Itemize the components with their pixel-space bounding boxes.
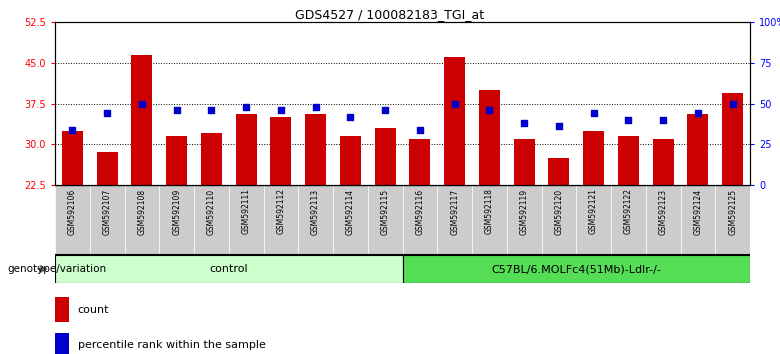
Point: [170, 107, 183, 113]
Bar: [646, 185, 680, 255]
Point: [657, 117, 669, 122]
Text: count: count: [77, 305, 109, 315]
Bar: [410, 139, 431, 185]
Text: GSM592115: GSM592115: [381, 188, 390, 235]
Bar: [438, 185, 472, 255]
Bar: [201, 133, 222, 185]
Point: [275, 107, 287, 113]
Text: GSM592116: GSM592116: [416, 188, 424, 235]
Bar: [541, 185, 576, 255]
Text: C57BL/6.MOLFc4(51Mb)-Ldlr-/-: C57BL/6.MOLFc4(51Mb)-Ldlr-/-: [491, 264, 661, 274]
Bar: [159, 185, 194, 255]
Point: [101, 110, 113, 116]
Text: GSM592111: GSM592111: [242, 188, 250, 234]
Bar: [367, 185, 402, 255]
Text: GSM592117: GSM592117: [450, 188, 459, 235]
Bar: [55, 332, 69, 354]
Bar: [55, 255, 402, 283]
Bar: [715, 185, 750, 255]
Bar: [229, 185, 264, 255]
Point: [483, 107, 495, 113]
Point: [344, 114, 356, 119]
Bar: [479, 90, 500, 185]
Bar: [194, 185, 229, 255]
Text: GSM592121: GSM592121: [589, 188, 598, 234]
Bar: [583, 131, 604, 185]
Text: GSM592122: GSM592122: [624, 188, 633, 234]
Bar: [125, 185, 159, 255]
Bar: [514, 139, 534, 185]
Point: [205, 107, 218, 113]
Text: GSM592123: GSM592123: [658, 188, 668, 235]
Point: [448, 101, 461, 106]
Bar: [55, 297, 69, 322]
Bar: [402, 255, 750, 283]
Bar: [680, 185, 715, 255]
Point: [726, 101, 739, 106]
Bar: [576, 185, 611, 255]
Text: GSM592120: GSM592120: [555, 188, 563, 235]
Point: [553, 124, 566, 129]
Bar: [132, 55, 152, 185]
Bar: [374, 128, 395, 185]
Bar: [271, 117, 291, 185]
Text: GSM592114: GSM592114: [346, 188, 355, 235]
Bar: [236, 114, 257, 185]
Bar: [90, 185, 125, 255]
Bar: [264, 185, 298, 255]
Text: GSM592124: GSM592124: [693, 188, 702, 235]
Bar: [611, 185, 646, 255]
Point: [587, 110, 600, 116]
Text: GSM592110: GSM592110: [207, 188, 216, 235]
Point: [310, 104, 322, 110]
Point: [518, 120, 530, 126]
Text: GSM592118: GSM592118: [485, 188, 494, 234]
Bar: [333, 185, 367, 255]
Text: GSM592109: GSM592109: [172, 188, 181, 235]
Bar: [722, 93, 743, 185]
Bar: [97, 153, 118, 185]
Point: [622, 117, 635, 122]
Point: [66, 127, 79, 132]
Point: [413, 127, 426, 132]
Bar: [472, 185, 507, 255]
Point: [136, 101, 148, 106]
Text: GDS4527 / 100082183_TGI_at: GDS4527 / 100082183_TGI_at: [296, 8, 484, 21]
Text: percentile rank within the sample: percentile rank within the sample: [77, 340, 265, 350]
Text: genotype/variation: genotype/variation: [8, 264, 107, 274]
Bar: [55, 185, 90, 255]
Text: GSM592107: GSM592107: [103, 188, 112, 235]
Point: [379, 107, 392, 113]
Bar: [687, 114, 708, 185]
Text: GSM592119: GSM592119: [519, 188, 529, 235]
Text: GSM592125: GSM592125: [728, 188, 737, 235]
Bar: [298, 185, 333, 255]
Bar: [653, 139, 674, 185]
Bar: [444, 57, 465, 185]
Text: GSM592108: GSM592108: [137, 188, 147, 235]
Point: [240, 104, 253, 110]
Bar: [618, 136, 639, 185]
Text: GSM592106: GSM592106: [68, 188, 77, 235]
Bar: [548, 158, 569, 185]
Text: GSM592112: GSM592112: [276, 188, 285, 234]
Bar: [62, 131, 83, 185]
Bar: [402, 185, 438, 255]
Bar: [305, 114, 326, 185]
Bar: [166, 136, 187, 185]
Text: GSM592113: GSM592113: [311, 188, 320, 235]
Bar: [507, 185, 541, 255]
Text: control: control: [210, 264, 248, 274]
Bar: [340, 136, 361, 185]
Point: [692, 110, 704, 116]
